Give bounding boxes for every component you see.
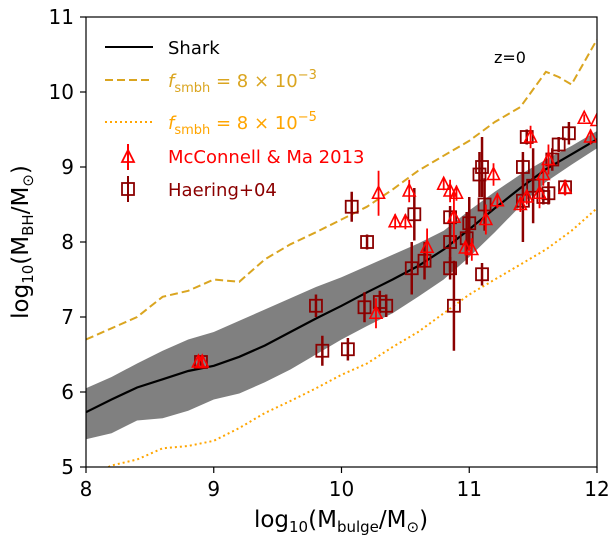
plot-frame [85, 16, 598, 468]
mcconnell-point [490, 191, 505, 209]
mcconnell-point [557, 179, 573, 196]
fsmbh-low-line [106, 207, 597, 467]
haering-point [447, 260, 461, 351]
mcconnell-point [583, 128, 597, 145]
haering-point [516, 152, 530, 182]
legend: Shark fsmbh = 8 × 10−3 fsmbh = 8 × 10−5 … [105, 38, 364, 202]
haering-point [344, 191, 359, 222]
mcconnell-point [449, 184, 464, 201]
legend-shark-label: Shark [168, 38, 220, 59]
haering-point [475, 137, 489, 197]
x-tick-label: 8 [80, 477, 93, 501]
haering-point [475, 263, 489, 286]
legend-haering-label: Haering+04 [168, 180, 277, 201]
mcconnell-point [446, 191, 462, 244]
mcconnell-point [371, 170, 386, 216]
x-tick-label: 10 [329, 477, 354, 501]
mcconnell-point [464, 238, 480, 261]
haering-point [404, 242, 419, 295]
x-axis-title: log10(Mbulge/M⊙) [254, 507, 428, 535]
mcconnell-point [478, 204, 494, 235]
mcconnell-point [513, 195, 528, 212]
legend-mcconnell-marker [120, 144, 136, 170]
legend-dashed-label: fsmbh = 8 × 10−3 [168, 68, 317, 96]
y-tick-label: 11 [49, 5, 74, 29]
legend-dotted-label: fsmbh = 8 × 10−5 [168, 110, 317, 138]
y-tick-label: 9 [61, 155, 74, 179]
mcconnell-point [436, 175, 451, 191]
axis-ticks: 8 9 10 11 12 5 6 7 8 9 10 11 [49, 5, 610, 501]
mcconnell-point [368, 298, 384, 329]
haering-point [309, 294, 323, 317]
haering-point [357, 292, 372, 323]
haering-point [315, 335, 330, 366]
x-tick-label: 11 [457, 477, 482, 501]
mcconnell-point [576, 109, 592, 125]
mcconnell-point [589, 111, 597, 127]
mcconnell-point [536, 163, 551, 186]
haering-point [417, 242, 432, 280]
y-axis-title: log10(MBH/M⊙) [8, 165, 37, 319]
mcconnell-point [523, 125, 538, 149]
y-tick-label: 6 [61, 380, 74, 404]
mcconnell-point [398, 212, 413, 230]
shark-scatter-band [86, 131, 597, 440]
legend-haering-marker [121, 176, 135, 202]
legend-mcconnell-label: McConnell & Ma 2013 [168, 147, 364, 168]
y-tick-label: 5 [61, 455, 74, 479]
mcconnell-point [532, 178, 547, 209]
y-tick-label: 10 [49, 80, 74, 104]
mcconnell-point [541, 144, 556, 175]
plot-area [86, 39, 597, 467]
mcconnell-point [194, 353, 210, 368]
haering-point [462, 197, 477, 250]
mcconnell-point [458, 239, 473, 256]
mcconnell-point [401, 179, 417, 203]
haering-point [561, 122, 576, 145]
mcconnell-point [486, 163, 501, 186]
mcconnell-point [387, 212, 403, 230]
haering-point [477, 178, 492, 231]
shark-median-line [86, 138, 597, 414]
y-tick-label: 8 [61, 230, 74, 254]
haering-point [443, 257, 457, 280]
redshift-annotation: z=0 [494, 48, 526, 67]
y-tick-label: 7 [61, 305, 74, 329]
haering-point [340, 338, 355, 361]
x-tick-label: 9 [207, 477, 220, 501]
haering-point [551, 137, 566, 152]
haering-point [360, 234, 374, 250]
mcconnell-point [419, 228, 435, 266]
haering-point [379, 294, 394, 317]
x-tick-label: 12 [584, 477, 609, 501]
haering-point [472, 152, 487, 197]
mcconnell-point [519, 188, 535, 205]
